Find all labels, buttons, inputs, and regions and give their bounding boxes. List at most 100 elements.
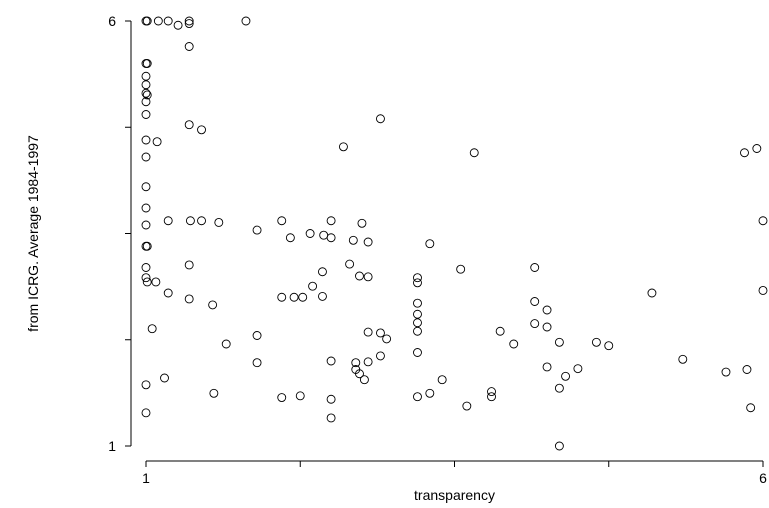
data-point [141,71,151,81]
data-point [413,318,422,328]
data-point [469,148,479,158]
data-point [487,387,496,397]
data-point [152,137,162,147]
data-point [647,288,657,298]
data-point [285,233,295,243]
data-point [355,271,364,281]
data-point [142,59,152,68]
data-point [530,319,540,329]
data-point [456,264,466,274]
data-point [141,263,151,272]
data-point [163,16,173,26]
data-point [326,413,336,423]
x-tick-label: 6 [759,470,767,486]
data-point [425,239,435,249]
data-point [530,297,540,306]
data-point [141,273,151,283]
data-point [141,152,151,162]
data-point [487,392,496,402]
data-point [495,326,505,336]
data-point [277,393,287,402]
data-point [305,229,315,238]
data-point [509,339,519,349]
data-point [326,356,336,366]
data-point [184,19,194,28]
data-point [197,125,206,135]
data-point [542,305,552,315]
data-point [151,277,161,287]
data-point [318,267,327,277]
data-point [437,375,447,385]
data-point [173,20,183,30]
data-point [413,348,422,357]
data-point [141,110,151,119]
data-point [308,281,318,291]
data-point [141,220,151,230]
x-tick-label: 1 [142,470,150,486]
data-point [147,324,157,334]
data-point [153,16,163,26]
data-point [357,218,367,228]
y-axis-label: from ICRG. Average 1984-1997 [25,135,41,332]
data-point [295,391,305,401]
data-point [184,42,194,51]
data-point [382,334,392,344]
data-point [197,216,206,226]
data-point [241,16,251,26]
data-point [221,339,231,349]
data-point [142,241,152,251]
data-point [141,182,151,192]
data-point [758,216,768,226]
data-point [413,273,422,283]
data-point [184,120,194,130]
data-point [142,277,152,287]
data-point [208,300,218,310]
data-point [554,383,564,393]
data-point [554,337,564,347]
data-point [554,441,564,451]
data-point [355,369,364,379]
data-point [363,272,373,282]
data-point [376,328,385,338]
data-point [319,230,329,240]
axes: 1 616 [108,13,767,486]
data-point [413,309,422,319]
data-point [742,365,752,374]
data-point [413,326,422,336]
data-point [604,341,614,351]
data-point [462,401,472,411]
data-point [542,322,552,332]
data-point [376,351,385,361]
data-point [413,392,422,402]
data-points [141,16,768,451]
data-point [758,286,768,295]
data-point [573,364,583,374]
data-point [141,97,151,107]
data-point [359,375,369,385]
data-point [721,367,731,377]
data-point [185,216,195,226]
data-point [209,388,219,398]
data-point [376,114,385,124]
data-point [252,358,262,368]
data-point [141,80,151,90]
data-point [252,331,262,340]
data-point [184,16,194,26]
data-point [163,216,173,226]
y-tick-label: 1 [108,438,116,454]
data-point [277,216,287,226]
data-point [141,88,151,98]
data-point [142,16,152,26]
data-point [746,403,756,413]
data-point [345,259,355,269]
data-point [542,362,552,372]
data-point [413,298,422,308]
data-point [318,291,327,301]
data-point [740,148,749,158]
data-point [214,217,224,227]
data-point [184,260,194,270]
data-point [591,337,601,347]
data-point [326,394,336,404]
data-point [561,371,571,381]
